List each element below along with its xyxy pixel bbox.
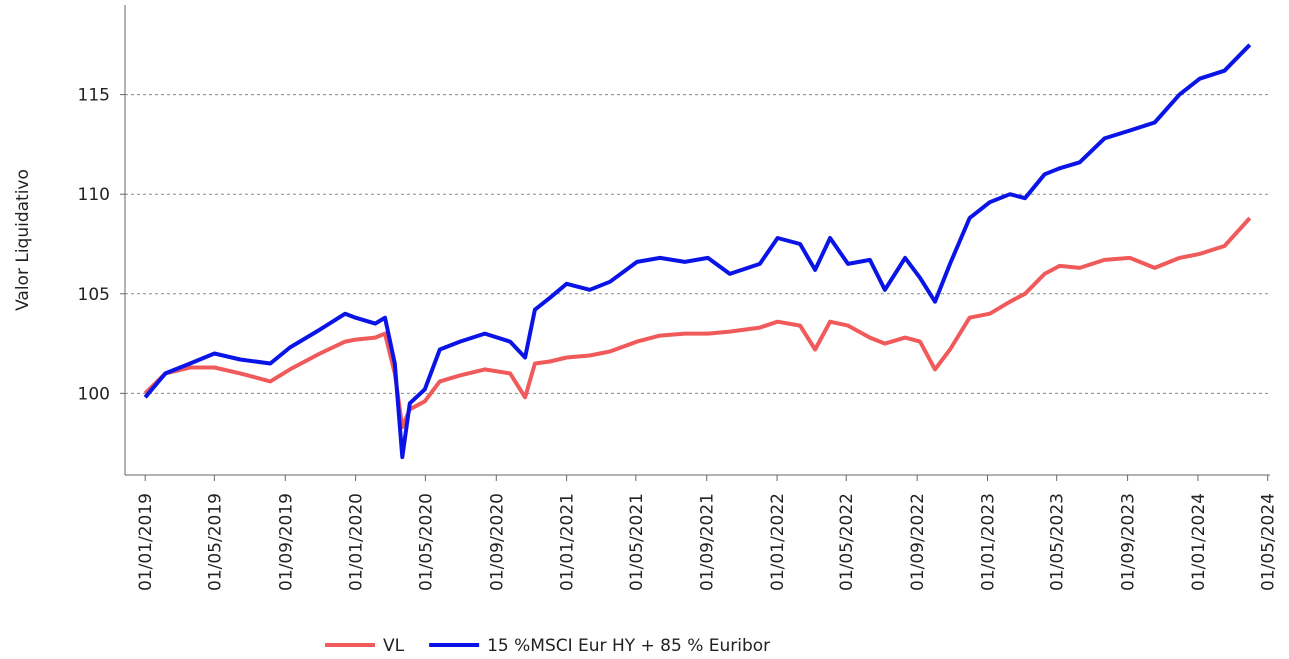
y-axis-label: Valor Liquidativo — [13, 169, 33, 311]
x-tick-label: 01/01/2020 — [347, 493, 367, 591]
legend-label: 15 %MSCI Eur HY + 85 % Euribor — [487, 636, 770, 656]
x-tick-label: 01/01/2024 — [1189, 493, 1209, 591]
x-tick-label: 01/05/2024 — [1259, 493, 1279, 591]
x-tick-label: 01/09/2022 — [908, 493, 928, 591]
legend: VL 15 %MSCI Eur HY + 85 % Euribor — [325, 636, 770, 656]
x-tick-label: 01/09/2023 — [1119, 493, 1139, 591]
series-line — [143, 216, 1252, 430]
x-tick-label: 01/01/2023 — [978, 493, 998, 591]
y-tick-label: 110 — [78, 185, 110, 205]
x-tick-label: 01/09/2021 — [698, 493, 718, 591]
x-tick-label: 01/01/2019 — [136, 493, 156, 591]
legend-label: VL — [383, 636, 405, 656]
x-tick-label: 01/05/2020 — [416, 493, 436, 591]
y-tick-label: 100 — [78, 384, 110, 404]
x-tick-label: 01/05/2022 — [837, 493, 857, 591]
x-tick-label: 01/05/2019 — [205, 493, 225, 591]
x-tick-label: 01/05/2021 — [627, 493, 647, 591]
x-tick-label: 01/01/2021 — [558, 493, 578, 591]
x-tick-label: 01/09/2020 — [487, 493, 507, 591]
x-tick-label: 01/01/2022 — [768, 493, 788, 591]
series-line — [143, 43, 1252, 460]
x-tick-label: 01/09/2019 — [276, 493, 296, 591]
y-tick-label: 105 — [78, 285, 110, 305]
y-tick-label: 115 — [78, 86, 110, 106]
x-tick-label: 01/05/2023 — [1048, 493, 1068, 591]
